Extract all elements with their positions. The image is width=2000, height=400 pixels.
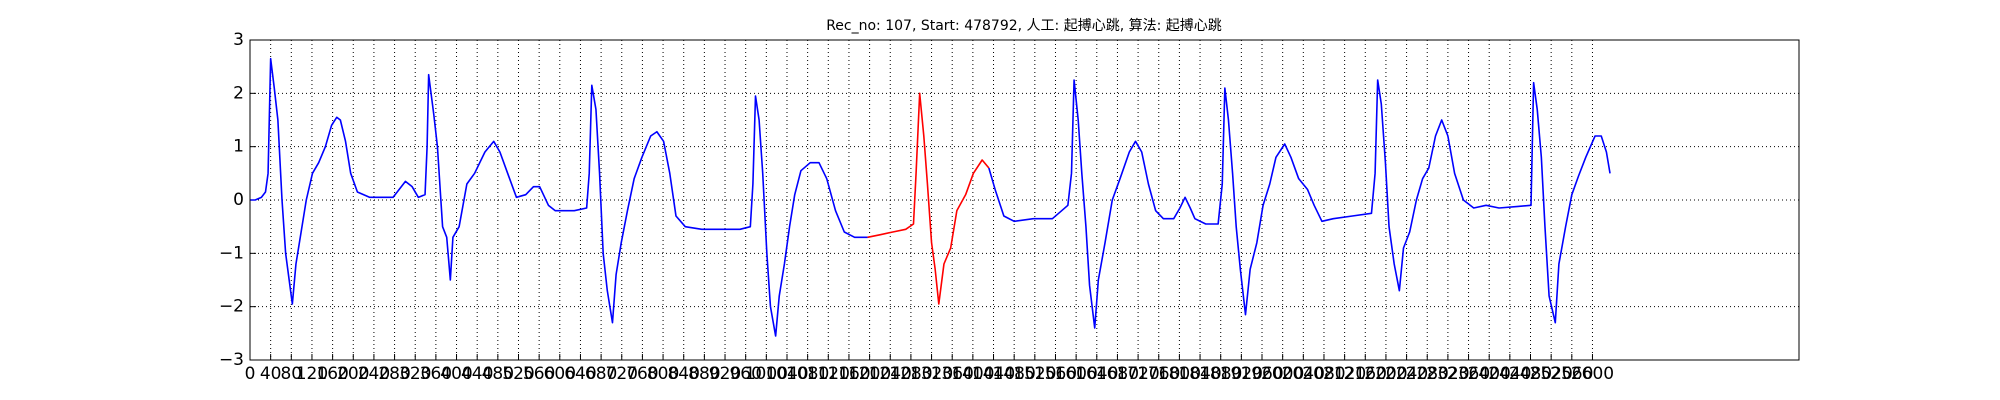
x-tick-label: 1120 [807,364,850,384]
x-tick-label: 1040 [765,364,808,384]
ecg-line [988,79,1611,329]
ecg-line [250,57,868,337]
x-tick-label: 2240 [1385,364,1428,384]
y-tick-label: −2 [219,297,244,317]
x-tick-label: 1360 [931,364,974,384]
x-tick-label: 2600 [1571,364,1614,384]
y-tick-label: −3 [219,350,244,370]
x-tick-label: 1280 [889,364,932,384]
y-tick-label: 3 [233,30,244,50]
x-tick-label: 2360 [1447,364,1490,384]
x-tick-label: 840 [667,364,699,384]
x-tick-label: 1920 [1220,364,1263,384]
x-tick-label: 1720 [1116,364,1159,384]
x-tick-label: 520 [502,364,534,384]
y-tick-label: 2 [233,83,244,103]
x-tick-label: 560 [523,364,555,384]
x-tick-label: 1160 [827,364,870,384]
x-tick-label: 1200 [848,364,891,384]
x-tick-label: 800 [647,364,679,384]
plot-frame [249,39,1800,361]
x-tick-label: 1320 [910,364,953,384]
x-tick-label: 2400 [1468,364,1511,384]
x-tick-label: 1480 [993,364,1036,384]
x-tick-label: 360 [420,364,452,384]
x-tick-label: 0 [245,364,256,384]
x-tick-label: 600 [544,364,576,384]
x-tick-label: 2080 [1302,364,1345,384]
x-tick-label: 1760 [1137,364,1180,384]
x-tick-label: 2120 [1323,364,1366,384]
x-tick-label: 320 [399,364,431,384]
x-tick-label: 400 [440,364,472,384]
x-tick-label: 960 [729,364,761,384]
x-tick-label: 880 [688,364,720,384]
x-tick-label: 1600 [1055,364,1098,384]
x-tick-label: 2160 [1344,364,1387,384]
x-tick-label: 1560 [1034,364,1077,384]
chart-title: Rec_no: 107, Start: 478792, 人工: 起搏心跳, 算法… [826,17,1222,34]
x-tick-label: 1000 [745,364,788,384]
x-tick-label: 480 [482,364,514,384]
x-tick-label: 240 [358,364,390,384]
x-tick-label: 160 [316,364,348,384]
x-tick-label: 1640 [1075,364,1118,384]
ecg-line [867,92,990,305]
x-tick-label: 40 [260,364,282,384]
x-tick-label: 1880 [1199,364,1242,384]
x-tick-label: 2320 [1426,364,1469,384]
x-tick-label: 200 [337,364,369,384]
x-tick-label: 280 [378,364,410,384]
x-tick-label: 2000 [1261,364,1304,384]
x-tick-label: 1840 [1178,364,1221,384]
x-tick-label: 680 [585,364,617,384]
y-tick-label: −1 [219,243,244,263]
x-tick-label: 2200 [1364,364,1407,384]
x-tick-label: 1240 [869,364,912,384]
x-tick-label: 920 [709,364,741,384]
y-tick-label: 1 [233,137,244,157]
x-tick-label: 760 [626,364,658,384]
y-tick-label: 0 [233,190,244,210]
x-tick-label: 1960 [1240,364,1283,384]
x-tick-label: 2520 [1530,364,1573,384]
x-tick-label: 1080 [786,364,829,384]
x-tick-label: 1400 [951,364,994,384]
x-tick-label: 2280 [1406,364,1449,384]
x-tick-label: 2440 [1488,364,1531,384]
x-tick-label: 720 [606,364,638,384]
x-tick-label: 440 [461,364,493,384]
x-tick-label: 2560 [1550,364,1593,384]
x-tick-label: 1440 [972,364,1015,384]
x-tick-label: 1520 [1013,364,1056,384]
x-tick-label: 80 [280,364,302,384]
x-tick-label: 1680 [1096,364,1139,384]
x-tick-label: 120 [296,364,328,384]
x-tick-label: 1800 [1158,364,1201,384]
x-tick-label: 2040 [1282,364,1325,384]
x-tick-label: 2480 [1509,364,1552,384]
x-tick-label: 640 [564,364,596,384]
